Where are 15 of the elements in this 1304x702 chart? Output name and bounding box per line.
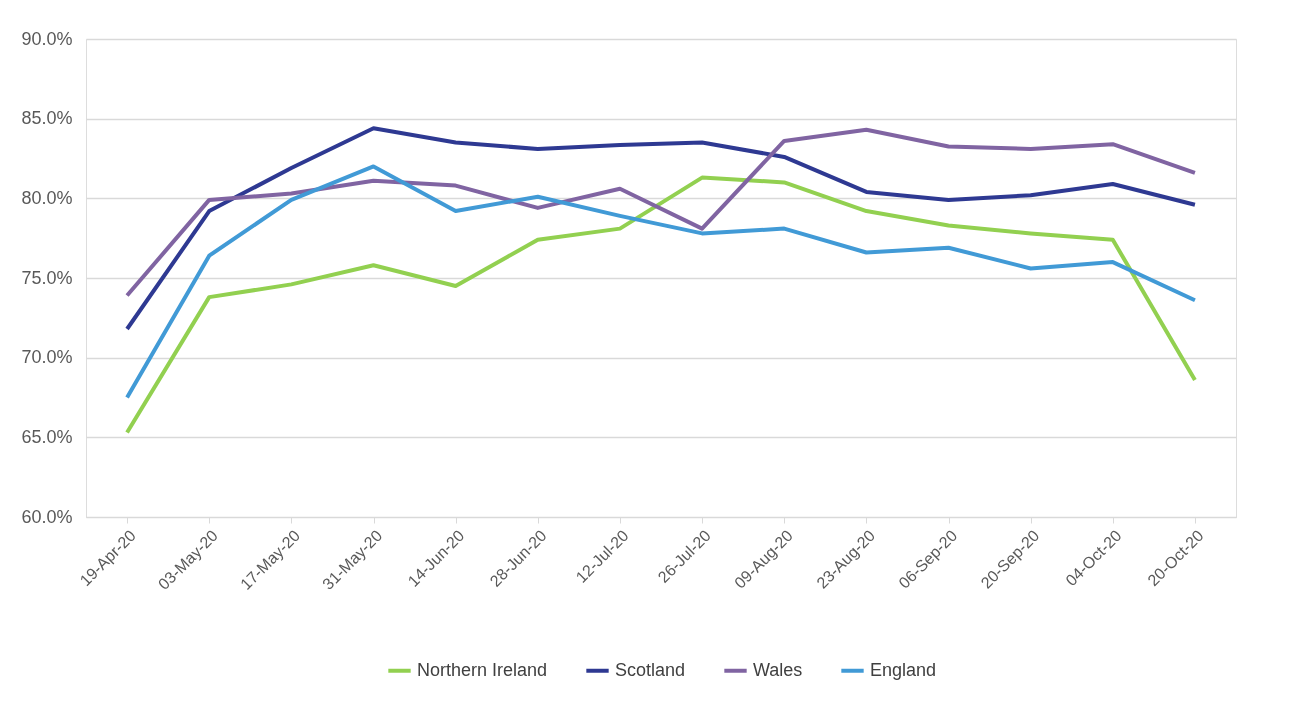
y-tick-label: 60.0%: [21, 506, 73, 527]
line-series: [125, 164, 1197, 400]
y-tick-label: 75.0%: [21, 267, 73, 288]
y-tick-label: 90.0%: [21, 28, 73, 49]
line-series: [125, 127, 1197, 298]
legend-label: Northern Ireland: [417, 659, 548, 680]
legend-label: England: [870, 659, 937, 680]
y-tick-label: 70.0%: [21, 347, 73, 368]
y-tick-label: 65.0%: [21, 426, 73, 447]
line-series: [125, 175, 1197, 435]
line-series: [125, 126, 1197, 331]
y-tick-label: 85.0%: [21, 108, 73, 129]
legend-label: Wales: [753, 659, 803, 680]
y-tick-label: 80.0%: [21, 187, 73, 208]
legend-label: Scotland: [615, 659, 686, 680]
